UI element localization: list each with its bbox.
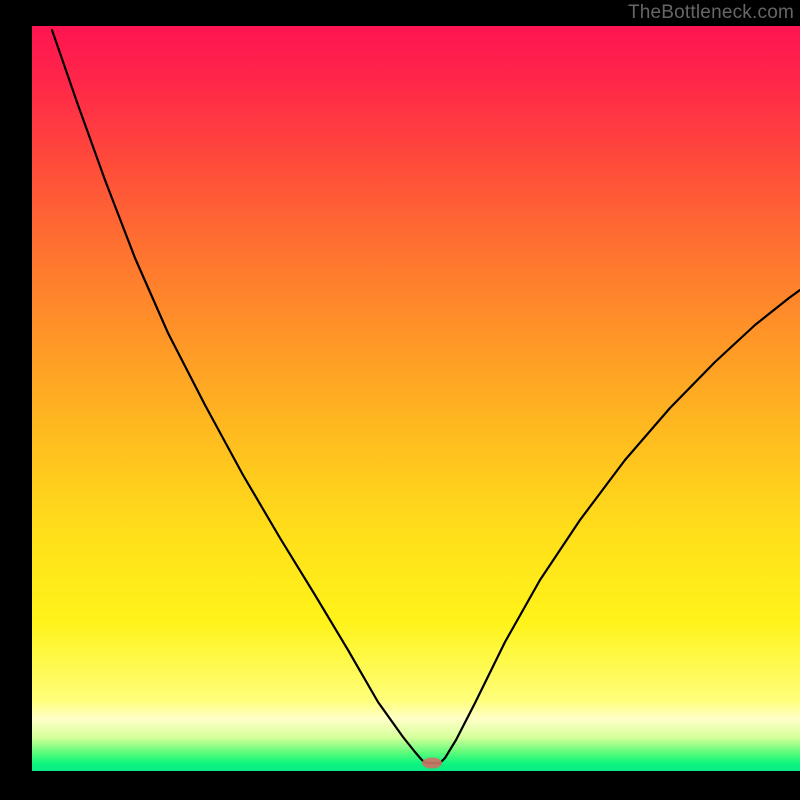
bottleneck-chart: TheBottleneck.com [0, 0, 800, 800]
optimal-point-marker [422, 758, 442, 769]
chart-svg [0, 0, 800, 800]
plot-background [32, 26, 800, 771]
watermark-text: TheBottleneck.com [628, 2, 794, 24]
